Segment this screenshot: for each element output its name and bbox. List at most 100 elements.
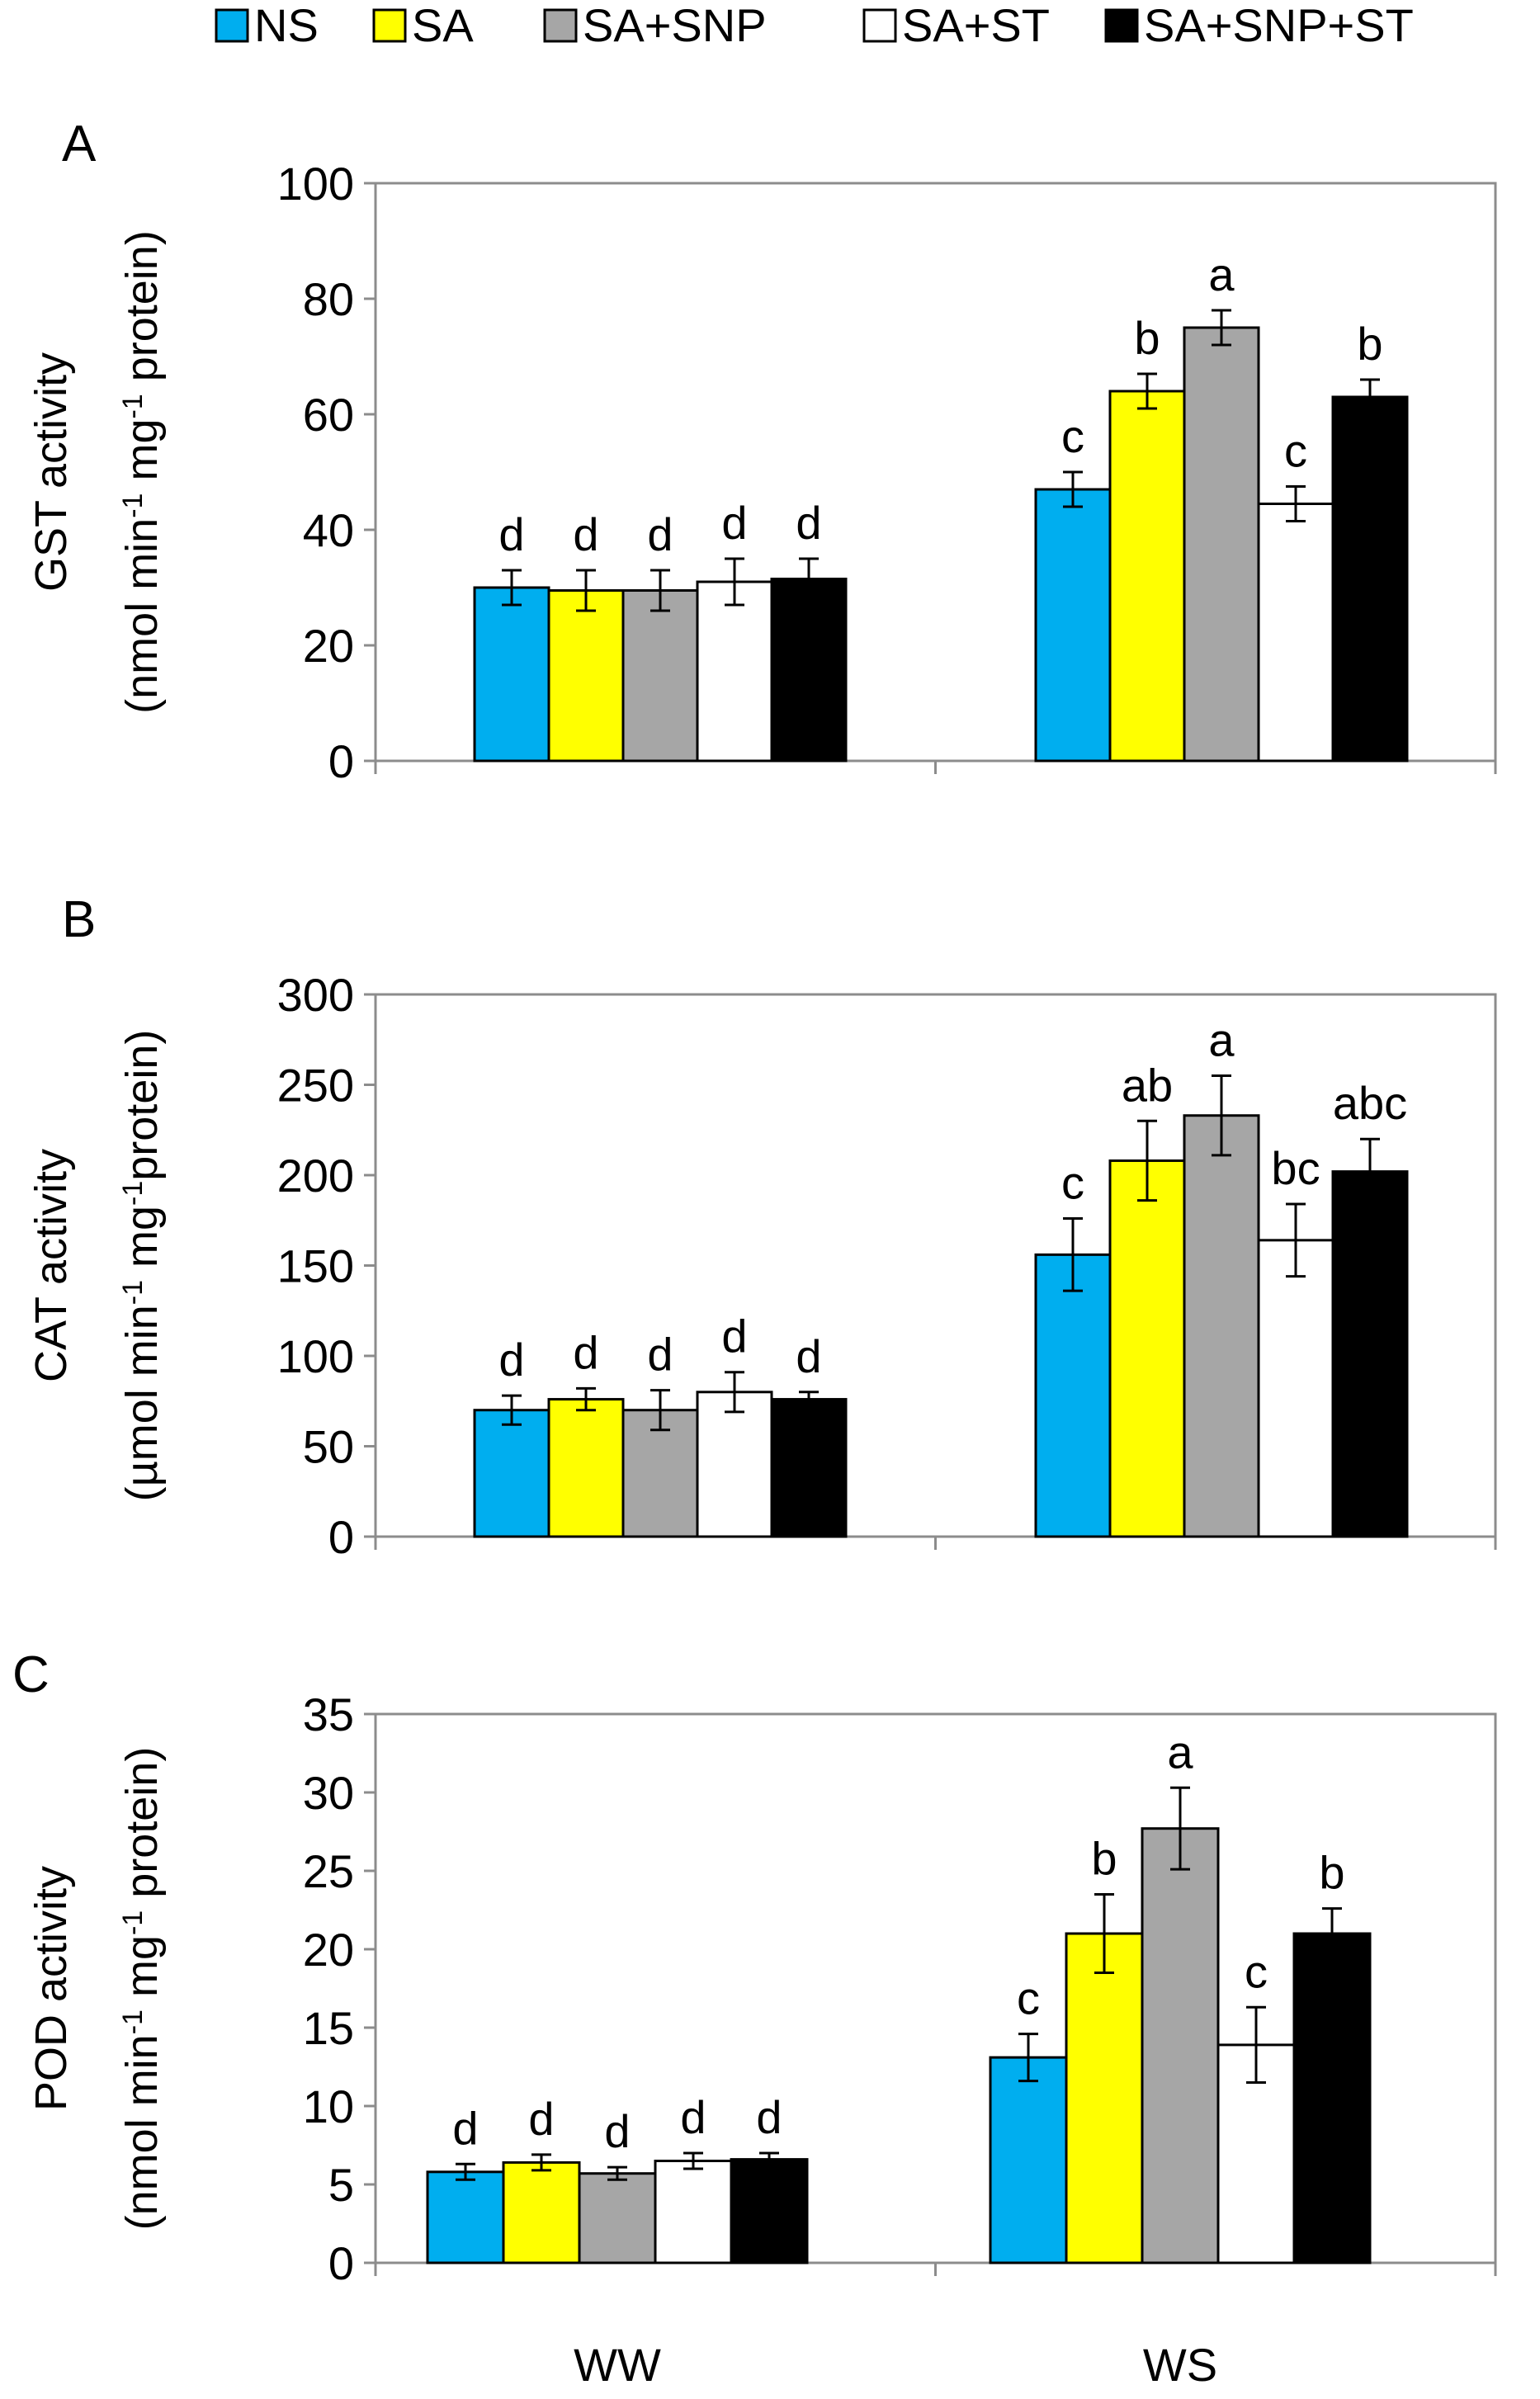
bar-sa-st-ww	[654, 2160, 733, 2264]
y-tick-label: 300	[277, 969, 354, 1021]
significance-letter: d	[647, 1329, 673, 1381]
error-bar	[1322, 1907, 1342, 1960]
significance-letter: a	[1208, 1014, 1235, 1066]
bar-sa-snp-st-ws	[1331, 395, 1409, 763]
error-bar	[576, 569, 596, 612]
x-category-label: WS	[1143, 2339, 1217, 2391]
bar-sa-ws	[1065, 1932, 1144, 2264]
error-bar	[1246, 2005, 1266, 2084]
legend-label: SA+SNP+ST	[1144, 0, 1414, 51]
significance-letter: d	[452, 2102, 478, 2154]
error-bar	[650, 1389, 670, 1432]
significance-letter: d	[796, 1330, 821, 1382]
error-bar	[759, 2151, 779, 2167]
error-bar	[799, 1391, 819, 1408]
y-axis-label-part: mg	[117, 419, 167, 493]
y-axis-label-superscript: -1	[117, 1181, 149, 1206]
legend-label: SA+ST	[902, 0, 1050, 51]
x-category-label: WW	[574, 2339, 661, 2391]
significance-letter: d	[756, 2091, 782, 2143]
y-tick-label: 0	[328, 1511, 354, 1563]
significance-letter: bc	[1271, 1142, 1320, 1194]
bar-ns-ws	[1034, 488, 1112, 763]
y-tick-label: 10	[303, 2080, 354, 2132]
error-bar	[1063, 470, 1083, 508]
error-bar	[1094, 1893, 1114, 1974]
bar-sa-snp-st-ws	[1331, 1170, 1409, 1538]
significance-letter: d	[680, 2091, 706, 2143]
error-bar	[799, 557, 819, 601]
bar-sa-snp-st-ww	[730, 2158, 809, 2264]
error-bar	[725, 557, 744, 607]
y-axis-label-line2: (µmol min-1 mg-1protein)	[117, 1030, 167, 1502]
error-bar	[1063, 1217, 1083, 1292]
bar-sa-st-ww	[696, 580, 773, 763]
significance-letter: d	[647, 508, 673, 560]
y-tick-label: 40	[303, 504, 354, 556]
bar-sa-ww	[502, 2161, 581, 2264]
significance-letter: d	[796, 497, 821, 549]
bar-sa-snp-ww	[621, 589, 699, 763]
significance-letter: d	[573, 1326, 598, 1378]
significance-letter: b	[1091, 1833, 1117, 1885]
y-tick-label: 0	[328, 2237, 354, 2289]
error-bar	[650, 569, 670, 612]
significance-letter: c	[1061, 410, 1084, 462]
error-bar	[1286, 1202, 1306, 1278]
legend-swatch	[543, 8, 578, 43]
chart-panel-b: 0 50 100 150 200 250 300 B CAT activity (µmol min…	[26, 891, 1497, 1563]
error-bar	[456, 2162, 475, 2181]
legend-label: SA	[412, 0, 474, 51]
bar-sa-snp-ws	[1183, 1114, 1260, 1538]
y-axis-label-part: protein)	[117, 1747, 167, 1910]
bar-sa-ws	[1108, 390, 1186, 763]
bar-sa-snp-ww	[578, 2172, 657, 2264]
y-axis-label-superscript: -1	[117, 2009, 149, 2034]
y-axis-label-part: protein)	[117, 230, 167, 394]
y-tick-label: 35	[303, 1688, 354, 1740]
bar-ns-ww	[473, 1409, 550, 1538]
legend-label: SA+SNP	[583, 0, 767, 51]
bar-sa-snp-st-ws	[1292, 1932, 1372, 2264]
y-tick-label: 50	[303, 1421, 354, 1473]
y-axis-label-superscript: -1	[117, 394, 149, 418]
error-bar	[1137, 372, 1157, 410]
y-axis-label-line1: CAT activity	[26, 1149, 76, 1382]
legend-item: NS	[215, 0, 319, 51]
error-bar	[576, 1386, 596, 1412]
significance-letter: a	[1167, 1726, 1193, 1778]
y-axis-label-line1: POD activity	[26, 1866, 76, 2111]
error-bar	[1212, 309, 1231, 347]
y-tick-label: 150	[277, 1240, 354, 1292]
y-axis-label-line2: (nmol min-1 mg-1 protein)	[117, 230, 167, 714]
y-tick-label: 5	[328, 2159, 354, 2211]
significance-letter: d	[498, 508, 524, 560]
y-tick-label: 20	[303, 620, 354, 672]
panel-label: A	[62, 116, 97, 172]
bar-sa-snp-ws	[1141, 1827, 1220, 2264]
y-tick-label: 80	[303, 273, 354, 325]
bar-ns-ww	[473, 586, 550, 763]
y-tick-label: 0	[328, 735, 354, 787]
y-axis-label-part: mg	[117, 1935, 167, 2009]
bar-sa-st-ws	[1257, 1239, 1335, 1538]
error-bar	[607, 2165, 627, 2181]
panel-label: C	[12, 1646, 50, 1703]
error-bar	[725, 1371, 744, 1414]
error-bar	[531, 2153, 551, 2172]
y-tick-label: 25	[303, 1845, 354, 1897]
significance-letter: d	[498, 1334, 524, 1386]
bar-sa-ww	[547, 1398, 625, 1538]
y-axis-label-part: (nmol min	[117, 2034, 167, 2230]
panel-label: B	[62, 891, 96, 948]
significance-letter: c	[1245, 1945, 1268, 1997]
legend-label: NS	[254, 0, 319, 51]
bar-sa-ws	[1108, 1159, 1186, 1538]
y-axis-label-superscript: -1	[117, 493, 149, 518]
significance-letter: d	[721, 497, 747, 549]
legend-item: SA+SNP+ST	[1104, 0, 1414, 51]
error-bar	[1137, 1119, 1157, 1202]
significance-letter: b	[1319, 1847, 1344, 1899]
